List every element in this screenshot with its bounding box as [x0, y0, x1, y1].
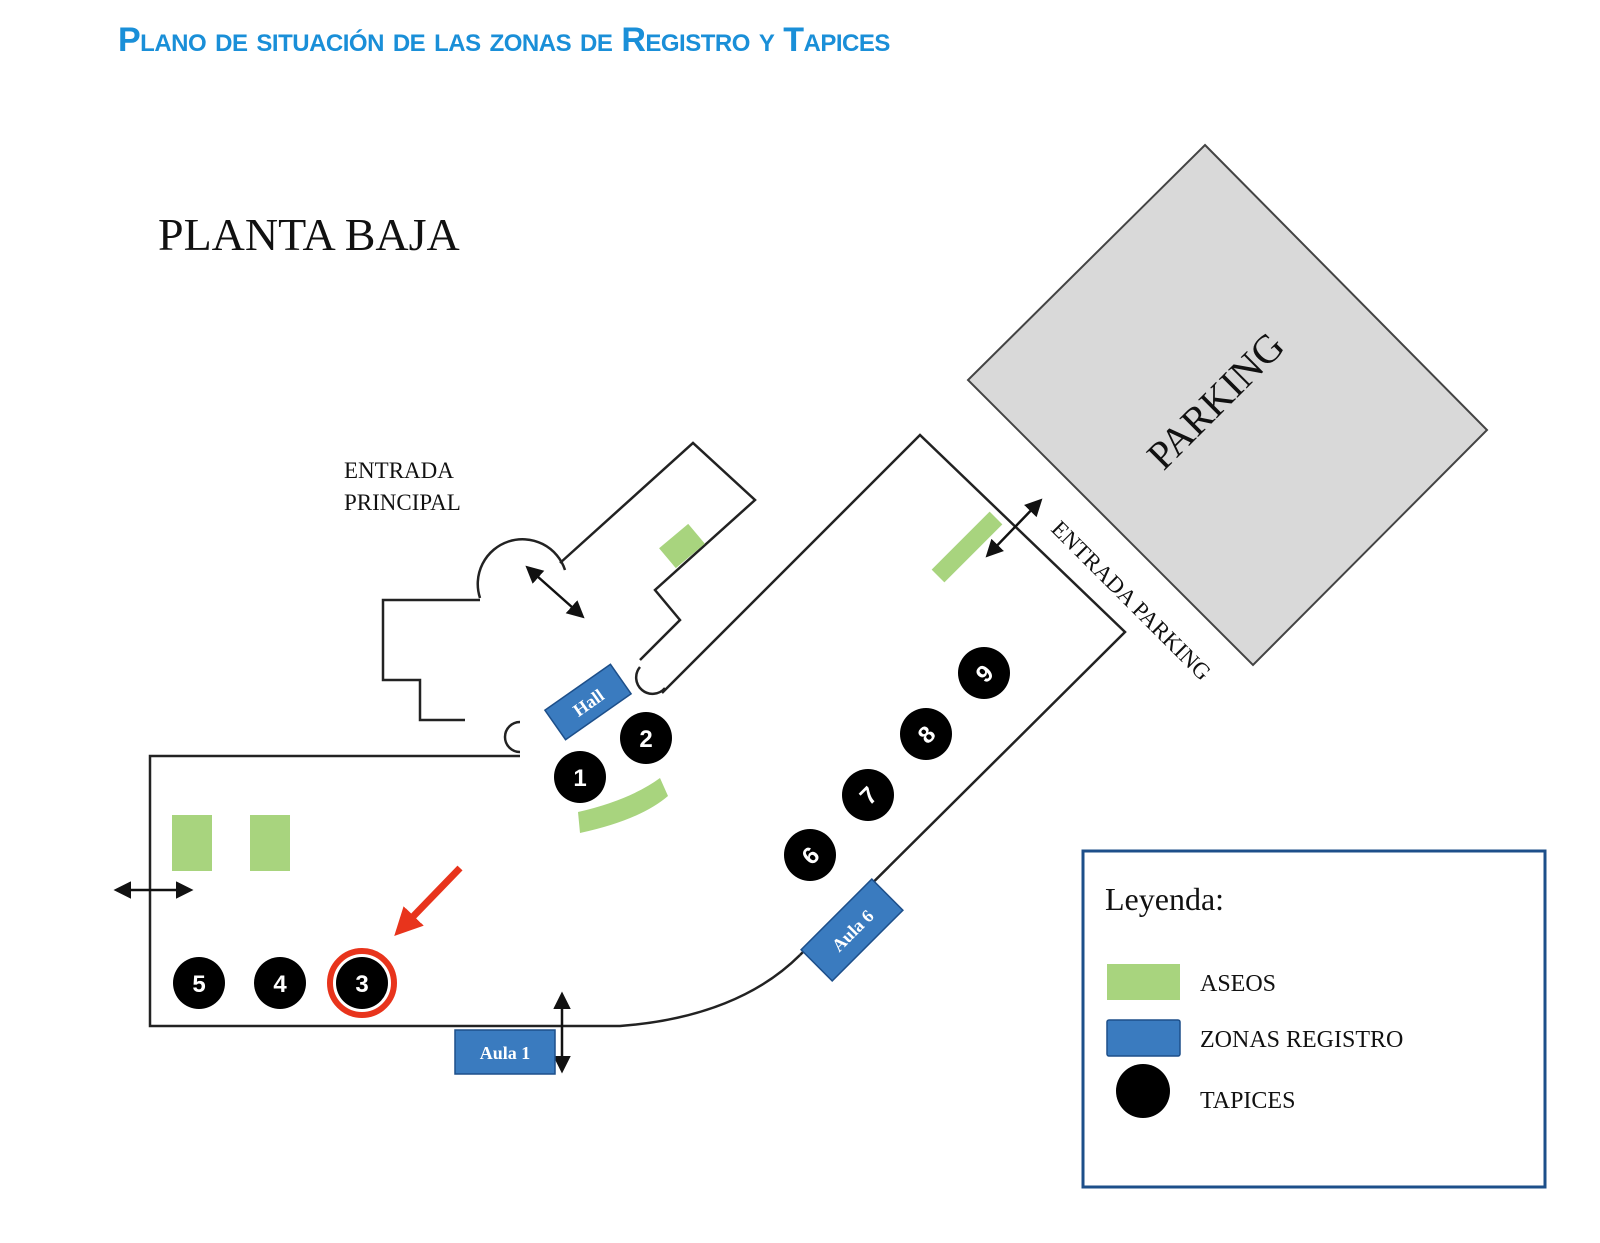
- svg-text:Aula 1: Aula 1: [480, 1043, 531, 1063]
- toilets: [172, 511, 1003, 871]
- registration-swatch-icon: [1106, 1019, 1181, 1057]
- tapestry-marker-3: 3: [327, 948, 397, 1018]
- legend-label-registro: ZONAS REGISTRO: [1200, 1027, 1403, 1053]
- page-title: Plano de situación de las zonas de Regis…: [118, 21, 890, 59]
- tapestry-dot-icon: [1116, 1064, 1170, 1118]
- toilet-swatch-icon: [1107, 964, 1180, 1000]
- svg-text:1: 1: [573, 765, 586, 792]
- tapestry-marker-1: 1: [554, 751, 606, 803]
- registration-zone-aula-1: Aula 1: [454, 1029, 556, 1075]
- registration-zone-hall: Hall: [543, 663, 633, 741]
- tapestry-marker-9: 9: [958, 647, 1010, 699]
- highlight-ring: [327, 948, 397, 1018]
- legend-box: [1081, 849, 1547, 1189]
- parking-entrance-arrow-icon: [985, 498, 1043, 558]
- svg-text:3: 3: [355, 971, 368, 998]
- highlight-arrow-icon: [394, 865, 463, 937]
- legend-title: Leyenda:: [1105, 881, 1224, 917]
- svg-text:2: 2: [639, 726, 652, 753]
- tapestry-marker-8: 8: [900, 708, 952, 760]
- tapestries: 1 2 3 4 5 6 7 8 9: [173, 647, 1010, 1018]
- main-entrance-label-1: ENTRADA: [344, 458, 454, 483]
- legend: Leyenda: ASEOS ZONAS REGISTRO TAPICES: [1081, 849, 1547, 1189]
- building-outline: [148, 433, 1127, 1028]
- toilet-area: [931, 511, 1003, 583]
- legend-label-aseos: ASEOS: [1200, 971, 1276, 997]
- parking-lot: PARKING: [966, 143, 1489, 667]
- tapestry-marker-5: 5: [173, 957, 225, 1009]
- toilet-area: [578, 778, 668, 833]
- toilet-area: [659, 523, 705, 569]
- registration-zones: Hall Aula 6 Aula 1: [454, 663, 904, 1075]
- floor-label: PLANTA BAJA: [158, 209, 460, 260]
- svg-text:4: 4: [273, 971, 287, 998]
- main-entrance-label-2: PRINCIPAL: [344, 490, 461, 515]
- legend-label-tapices: TAPICES: [1200, 1088, 1295, 1114]
- toilet-area: [250, 815, 290, 871]
- tapestry-marker-2: 2: [620, 712, 672, 764]
- tapestry-marker-4: 4: [254, 957, 306, 1009]
- registration-zone-aula-6: Aula 6: [800, 878, 904, 982]
- tapestry-marker-7: 7: [842, 769, 894, 821]
- main-entrance-arrow-icon: [525, 565, 585, 619]
- tapestry-marker-6: 6: [784, 829, 836, 881]
- svg-text:5: 5: [192, 971, 205, 998]
- toilet-area: [172, 815, 212, 871]
